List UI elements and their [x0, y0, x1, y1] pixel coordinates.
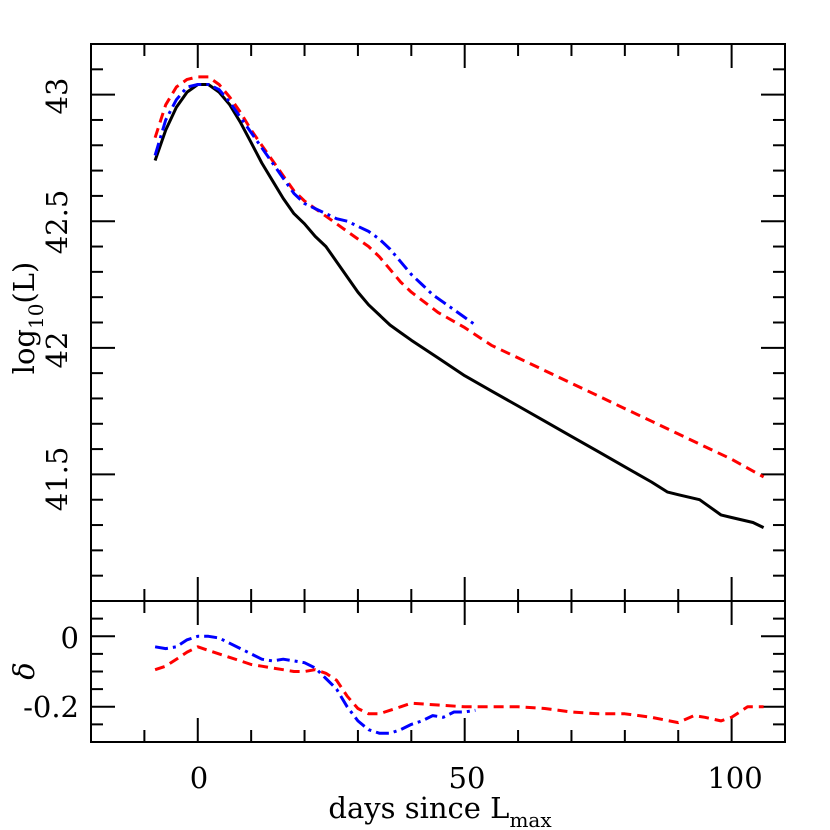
top-y-axis-title-main: log	[7, 329, 41, 374]
top-y-axis-title: log10(L)	[7, 262, 48, 375]
x-axis-ticks	[143, 44, 786, 742]
bottom-series-line-1	[154, 645, 764, 725]
top-y-tick-labels: 41.5 42 42.5 43	[40, 78, 74, 512]
bottom-series-line-0	[154, 634, 476, 735]
top-ytick-label: 42	[40, 332, 74, 369]
x-axis-title: days since Lmax	[328, 791, 552, 830]
bottom-minor-ticks	[91, 600, 785, 743]
bottom-ytick-label: 0	[61, 621, 79, 655]
top-ytick-label: 42.5	[40, 190, 74, 255]
x-tick-labels: 0 50 100	[190, 761, 763, 795]
x-axis-title-sub: max	[509, 808, 552, 830]
top-series-line-1	[153, 75, 765, 479]
bottom-series-lines	[154, 634, 764, 735]
top-series-lines	[153, 75, 765, 529]
xtick-label: 100	[707, 761, 762, 795]
xtick-label: 0	[190, 761, 208, 795]
top-series-line-2	[153, 83, 477, 327]
xtick-label: 50	[449, 761, 486, 795]
top-ytick-label: 43	[40, 78, 74, 115]
bottom-panel-frame	[90, 600, 786, 743]
bottom-ytick-label: -0.2	[23, 690, 79, 724]
top-minor-ticks	[91, 43, 785, 602]
top-y-axis-title-tail: (L)	[7, 262, 41, 304]
top-y-axis-title-sub: 10	[24, 304, 48, 329]
bottom-y-axis-title: δ	[7, 662, 41, 679]
top-series-line-0	[153, 83, 765, 529]
bottom-y-tick-labels: 0 -0.2	[23, 621, 79, 724]
top-panel-frame	[90, 43, 786, 602]
top-ytick-label: 41.5	[40, 447, 74, 512]
x-axis-title-main: days since L	[328, 791, 509, 825]
